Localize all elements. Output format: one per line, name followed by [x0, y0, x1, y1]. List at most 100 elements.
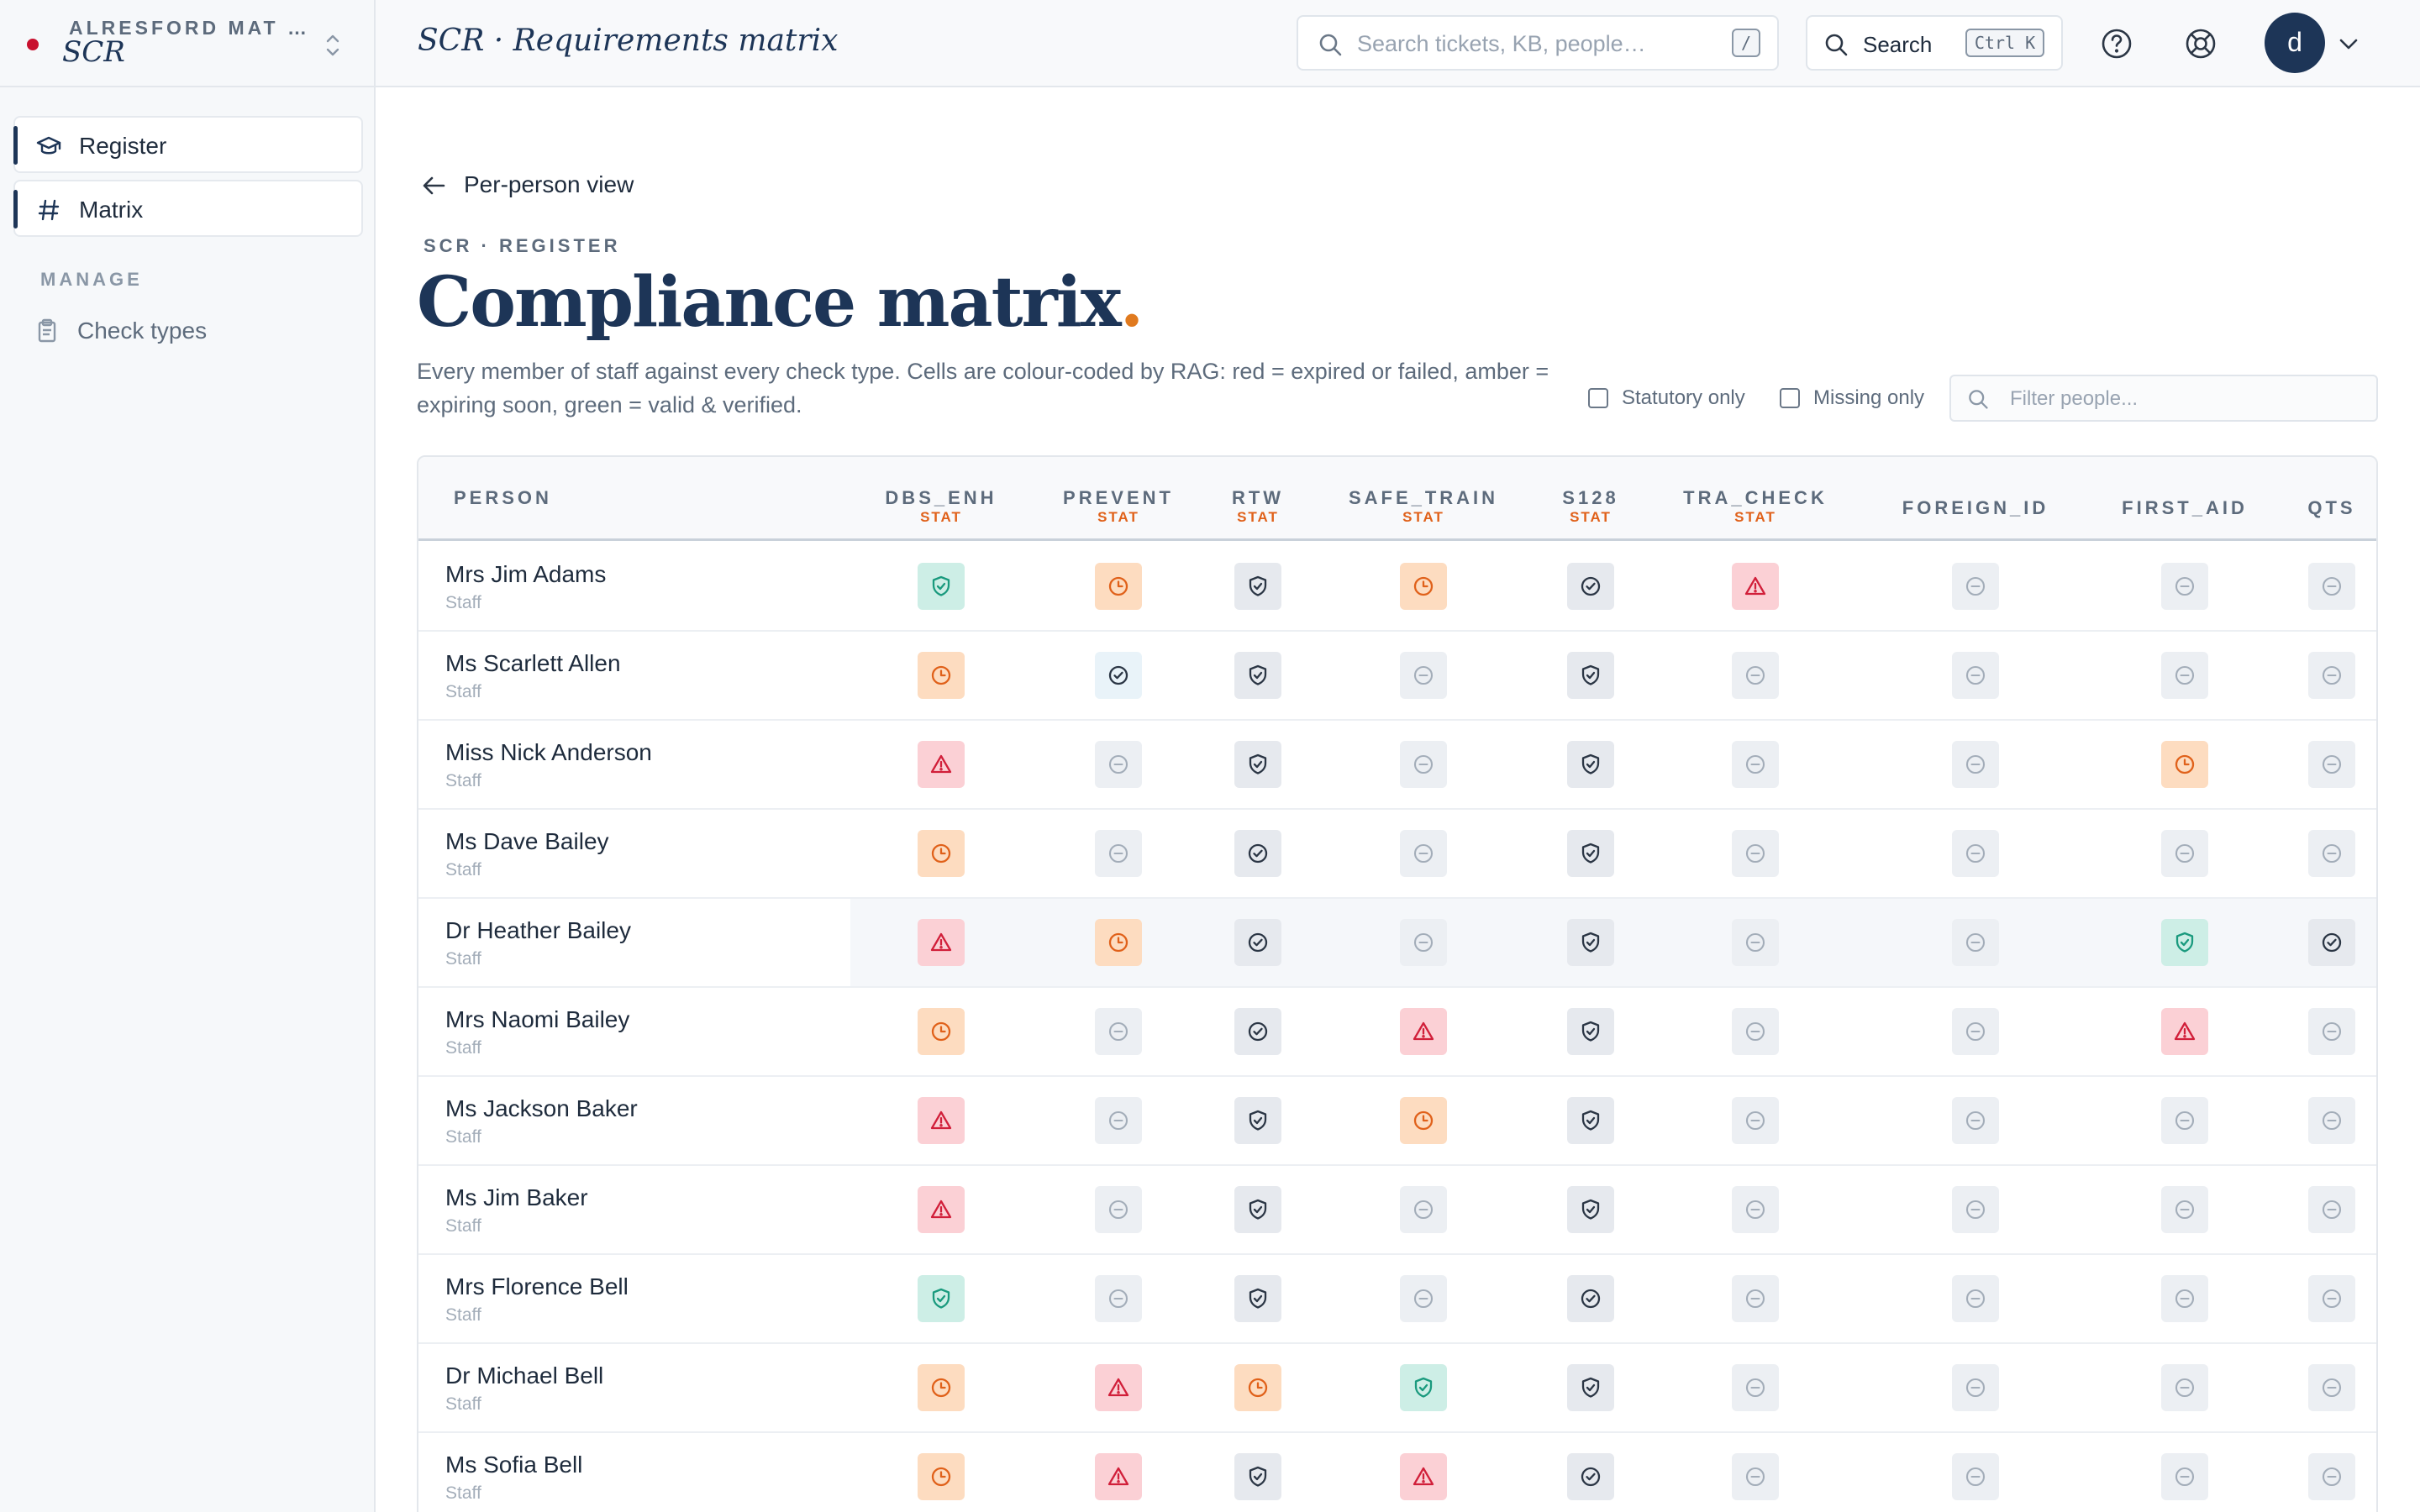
matrix-cell-tra-check[interactable] [1732, 1008, 1779, 1055]
matrix-cell-s128[interactable] [1567, 1008, 1614, 1055]
matrix-cell-safe-train[interactable] [1400, 1364, 1447, 1411]
table-row[interactable]: Ms Scarlett Allen Staff [418, 632, 2376, 721]
matrix-cell-prevent[interactable] [1095, 830, 1142, 877]
matrix-cell-first-aid[interactable] [2161, 1097, 2208, 1144]
matrix-cell-qts[interactable] [2308, 1008, 2355, 1055]
filter-people[interactable] [1949, 375, 2378, 422]
matrix-cell-dbs-enh[interactable] [918, 1097, 965, 1144]
table-row[interactable]: Ms Jim Baker Staff [418, 1166, 2376, 1255]
table-row[interactable]: Mrs Naomi Bailey Staff [418, 988, 2376, 1077]
matrix-cell-tra-check[interactable] [1732, 830, 1779, 877]
matrix-cell-dbs-enh[interactable] [918, 1275, 965, 1322]
person-name[interactable]: Ms Dave Bailey [445, 828, 609, 854]
matrix-cell-first-aid[interactable] [2161, 1275, 2208, 1322]
person-name[interactable]: Dr Michael Bell [445, 1362, 604, 1389]
matrix-cell-s128[interactable] [1567, 1097, 1614, 1144]
person-name[interactable]: Ms Scarlett Allen [445, 650, 621, 676]
matrix-cell-rtw[interactable] [1234, 919, 1281, 966]
matrix-cell-rtw[interactable] [1234, 652, 1281, 699]
matrix-cell-safe-train[interactable] [1400, 652, 1447, 699]
matrix-cell-prevent[interactable] [1095, 741, 1142, 788]
statutory-only-checkbox[interactable]: Statutory only [1588, 383, 1790, 413]
matrix-cell-safe-train[interactable] [1400, 1097, 1447, 1144]
matrix-cell-prevent[interactable] [1095, 1275, 1142, 1322]
chevron-up-down-icon[interactable] [323, 32, 343, 59]
chevron-down-icon[interactable] [2337, 32, 2360, 55]
matrix-cell-qts[interactable] [2308, 1453, 2355, 1500]
matrix-cell-dbs-enh[interactable] [918, 919, 965, 966]
matrix-cell-tra-check[interactable] [1732, 1364, 1779, 1411]
matrix-cell-first-aid[interactable] [2161, 1008, 2208, 1055]
filter-people-input[interactable] [2010, 385, 2363, 413]
matrix-cell-dbs-enh[interactable] [918, 741, 965, 788]
matrix-cell-s128[interactable] [1567, 563, 1614, 610]
help-icon[interactable] [2100, 27, 2133, 60]
matrix-cell-foreign-id[interactable] [1952, 1097, 1999, 1144]
matrix-cell-qts[interactable] [2308, 830, 2355, 877]
matrix-cell-tra-check[interactable] [1732, 1453, 1779, 1500]
matrix-cell-qts[interactable] [2308, 1364, 2355, 1411]
matrix-cell-foreign-id[interactable] [1952, 919, 1999, 966]
person-name[interactable]: Ms Jim Baker [445, 1184, 588, 1210]
missing-only-checkbox[interactable]: Missing only [1780, 383, 1939, 413]
matrix-cell-foreign-id[interactable] [1952, 1008, 1999, 1055]
table-row[interactable]: Dr Michael Bell Staff [418, 1344, 2376, 1433]
lifebuoy-icon[interactable] [2184, 27, 2217, 60]
matrix-cell-safe-train[interactable] [1400, 830, 1447, 877]
matrix-cell-prevent[interactable] [1095, 563, 1142, 610]
matrix-cell-qts[interactable] [2308, 1186, 2355, 1233]
matrix-cell-foreign-id[interactable] [1952, 830, 1999, 877]
matrix-cell-first-aid[interactable] [2161, 1364, 2208, 1411]
matrix-cell-rtw[interactable] [1234, 741, 1281, 788]
matrix-cell-tra-check[interactable] [1732, 1097, 1779, 1144]
matrix-cell-prevent[interactable] [1095, 919, 1142, 966]
matrix-cell-prevent[interactable] [1095, 1097, 1142, 1144]
matrix-cell-s128[interactable] [1567, 741, 1614, 788]
matrix-cell-foreign-id[interactable] [1952, 1186, 1999, 1233]
matrix-cell-qts[interactable] [2308, 563, 2355, 610]
matrix-cell-dbs-enh[interactable] [918, 563, 965, 610]
table-row[interactable]: Ms Jackson Baker Staff [418, 1077, 2376, 1166]
matrix-cell-foreign-id[interactable] [1952, 563, 1999, 610]
matrix-cell-rtw[interactable] [1234, 1097, 1281, 1144]
person-name[interactable]: Mrs Florence Bell [445, 1273, 629, 1299]
matrix-cell-rtw[interactable] [1234, 1008, 1281, 1055]
matrix-cell-safe-train[interactable] [1400, 1186, 1447, 1233]
person-name[interactable]: Mrs Jim Adams [445, 561, 607, 587]
matrix-cell-tra-check[interactable] [1732, 1275, 1779, 1322]
avatar[interactable]: d [2265, 13, 2325, 73]
matrix-cell-tra-check[interactable] [1732, 741, 1779, 788]
matrix-cell-safe-train[interactable] [1400, 1453, 1447, 1500]
matrix-cell-foreign-id[interactable] [1952, 1364, 1999, 1411]
matrix-cell-dbs-enh[interactable] [918, 652, 965, 699]
matrix-cell-dbs-enh[interactable] [918, 1008, 965, 1055]
matrix-cell-qts[interactable] [2308, 919, 2355, 966]
matrix-cell-first-aid[interactable] [2161, 1186, 2208, 1233]
matrix-cell-rtw[interactable] [1234, 1453, 1281, 1500]
matrix-cell-foreign-id[interactable] [1952, 741, 1999, 788]
table-row[interactable]: Mrs Jim Adams Staff [418, 543, 2376, 632]
person-name[interactable]: Ms Sofia Bell [445, 1452, 583, 1478]
matrix-cell-prevent[interactable] [1095, 652, 1142, 699]
command-search-button[interactable]: Search Ctrl K [1806, 15, 2063, 71]
matrix-cell-prevent[interactable] [1095, 1008, 1142, 1055]
matrix-cell-safe-train[interactable] [1400, 741, 1447, 788]
matrix-cell-s128[interactable] [1567, 1364, 1614, 1411]
matrix-cell-first-aid[interactable] [2161, 563, 2208, 610]
matrix-cell-safe-train[interactable] [1400, 1008, 1447, 1055]
checkbox-box[interactable] [1588, 388, 1608, 408]
matrix-cell-rtw[interactable] [1234, 563, 1281, 610]
table-row[interactable]: Ms Dave Bailey Staff [418, 810, 2376, 899]
matrix-cell-rtw[interactable] [1234, 1275, 1281, 1322]
matrix-cell-first-aid[interactable] [2161, 652, 2208, 699]
person-name[interactable]: Mrs Naomi Bailey [445, 1006, 630, 1032]
matrix-cell-tra-check[interactable] [1732, 1186, 1779, 1233]
matrix-cell-s128[interactable] [1567, 1453, 1614, 1500]
matrix-cell-foreign-id[interactable] [1952, 1453, 1999, 1500]
matrix-cell-safe-train[interactable] [1400, 1275, 1447, 1322]
matrix-cell-prevent[interactable] [1095, 1186, 1142, 1233]
back-link[interactable]: Per-person view [420, 168, 672, 202]
matrix-cell-first-aid[interactable] [2161, 830, 2208, 877]
matrix-cell-first-aid[interactable] [2161, 919, 2208, 966]
matrix-cell-s128[interactable] [1567, 652, 1614, 699]
